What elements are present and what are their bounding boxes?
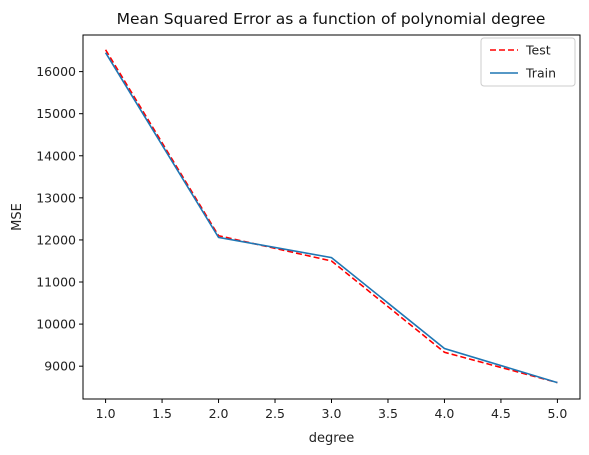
x-tick-label-0: 1.0: [96, 406, 116, 421]
axis-ticks: 1.0 1.5 2.0 2.5 3.0 3.5 4.0 4.5 5.0 9000 10000 1100…: [36, 64, 567, 421]
x-tick-label-3: 2.5: [265, 406, 285, 421]
x-tick-label-2: 2.0: [209, 406, 229, 421]
y-axis-title: MSE: [10, 203, 25, 231]
y-tick-label-0: 9000: [44, 359, 76, 374]
y-tick-label-5: 14000: [36, 148, 76, 163]
y-tick-label-3: 12000: [36, 232, 76, 247]
x-tick-label-1: 1.5: [152, 406, 172, 421]
y-tick-label-7: 16000: [36, 64, 76, 79]
x-tick-label-4: 3.0: [322, 406, 342, 421]
x-tick-label-7: 4.5: [491, 406, 511, 421]
y-tick-label-6: 15000: [36, 106, 76, 121]
plot-area: [104, 49, 558, 384]
plot-frame: [82, 34, 581, 400]
legend-label-train: Train: [525, 66, 556, 81]
y-tick-label-1: 10000: [36, 317, 76, 332]
legend-label-test: Test: [525, 43, 551, 58]
legend: Test Train: [480, 37, 576, 87]
y-tick-label-4: 13000: [36, 190, 76, 205]
x-tick-label-6: 4.0: [435, 406, 455, 421]
series-line-train: [104, 52, 558, 384]
x-tick-label-5: 3.5: [378, 406, 398, 421]
series-line-test: [104, 49, 558, 384]
y-tick-label-2: 11000: [36, 275, 76, 290]
x-axis-title: degree: [309, 431, 355, 446]
x-tick-label-8: 5.0: [547, 406, 567, 421]
chart-title: Mean Squared Error as a function of poly…: [117, 10, 546, 28]
